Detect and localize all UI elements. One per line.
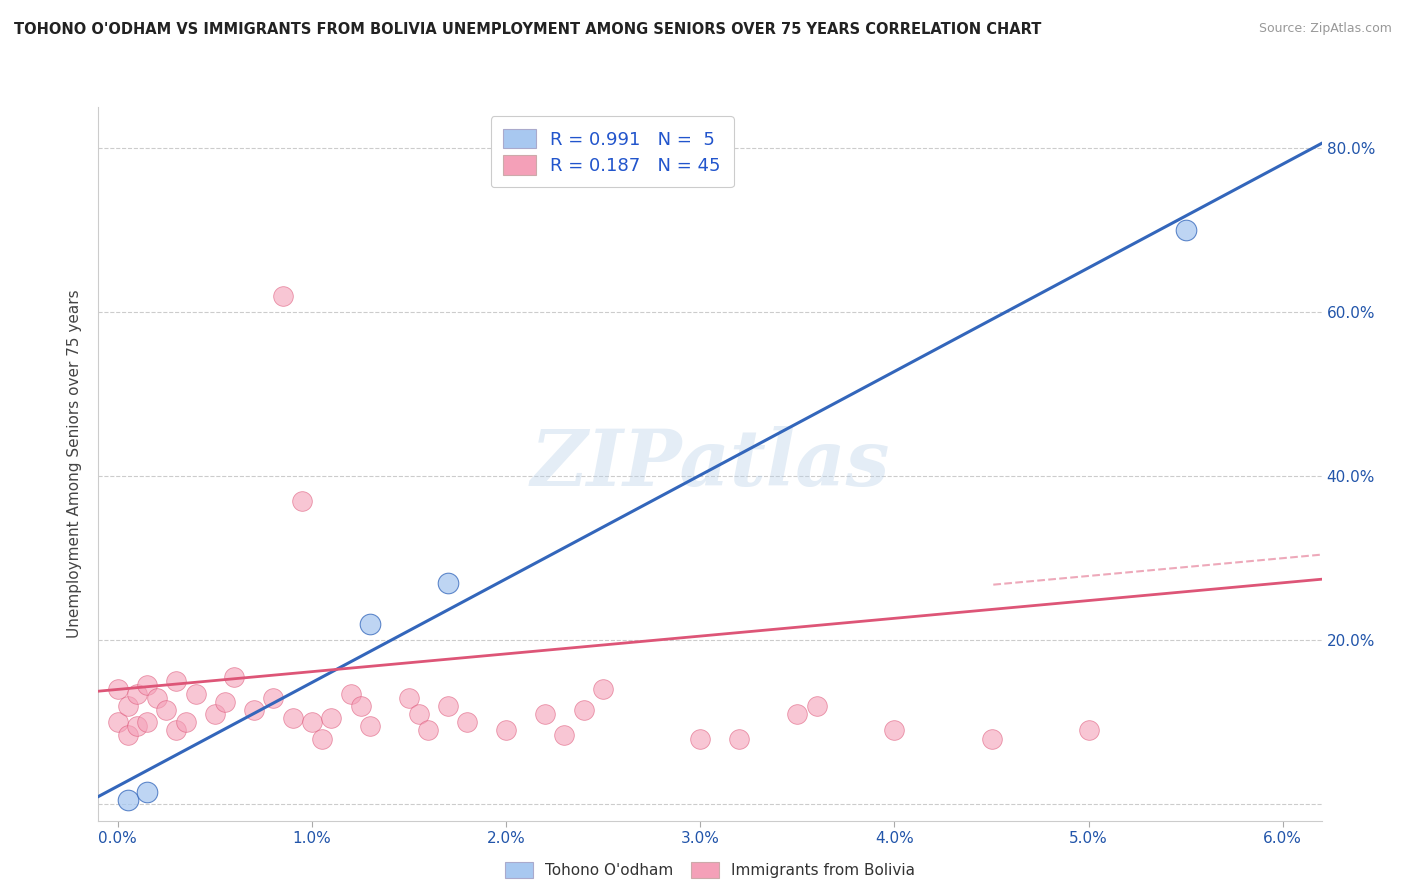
Point xyxy=(271,288,294,302)
Text: Source: ZipAtlas.com: Source: ZipAtlas.com xyxy=(1258,22,1392,36)
Point xyxy=(224,670,246,684)
Point xyxy=(321,711,343,725)
Point xyxy=(242,703,264,717)
Point xyxy=(728,731,751,746)
Y-axis label: Unemployment Among Seniors over 75 years: Unemployment Among Seniors over 75 years xyxy=(67,290,83,638)
Point xyxy=(127,686,149,700)
Point xyxy=(883,723,905,738)
Point xyxy=(281,711,304,725)
Point xyxy=(136,785,159,799)
Point xyxy=(437,698,460,713)
Point xyxy=(553,727,575,741)
Text: TOHONO O'ODHAM VS IMMIGRANTS FROM BOLIVIA UNEMPLOYMENT AMONG SENIORS OVER 75 YEA: TOHONO O'ODHAM VS IMMIGRANTS FROM BOLIVI… xyxy=(14,22,1042,37)
Point xyxy=(165,674,187,689)
Point xyxy=(155,703,177,717)
Point xyxy=(437,575,460,590)
Point xyxy=(408,706,430,721)
Point xyxy=(136,715,159,730)
Point xyxy=(806,698,828,713)
Point xyxy=(117,698,139,713)
Point xyxy=(786,706,808,721)
Point xyxy=(214,695,236,709)
Point xyxy=(136,678,159,692)
Point xyxy=(291,493,314,508)
Point xyxy=(127,719,149,733)
Point xyxy=(107,715,129,730)
Point xyxy=(204,706,226,721)
Legend: Tohono O'odham, Immigrants from Bolivia: Tohono O'odham, Immigrants from Bolivia xyxy=(499,855,921,884)
Point xyxy=(340,686,363,700)
Point xyxy=(117,793,139,807)
Point xyxy=(1077,723,1099,738)
Point xyxy=(495,723,517,738)
Point xyxy=(311,731,333,746)
Point xyxy=(572,703,595,717)
Point xyxy=(301,715,323,730)
Point xyxy=(1174,223,1197,237)
Point xyxy=(359,719,381,733)
Point xyxy=(117,727,139,741)
Point xyxy=(456,715,478,730)
Point xyxy=(165,723,187,738)
Point xyxy=(174,715,197,730)
Point xyxy=(184,686,207,700)
Text: ZIPatlas: ZIPatlas xyxy=(530,425,890,502)
Point xyxy=(980,731,1002,746)
Point xyxy=(592,682,614,697)
Point xyxy=(359,616,381,631)
Point xyxy=(145,690,167,705)
Point xyxy=(107,682,129,697)
Point xyxy=(689,731,711,746)
Point xyxy=(418,723,440,738)
Point xyxy=(534,706,557,721)
Point xyxy=(262,690,284,705)
Point xyxy=(349,698,371,713)
Point xyxy=(398,690,420,705)
